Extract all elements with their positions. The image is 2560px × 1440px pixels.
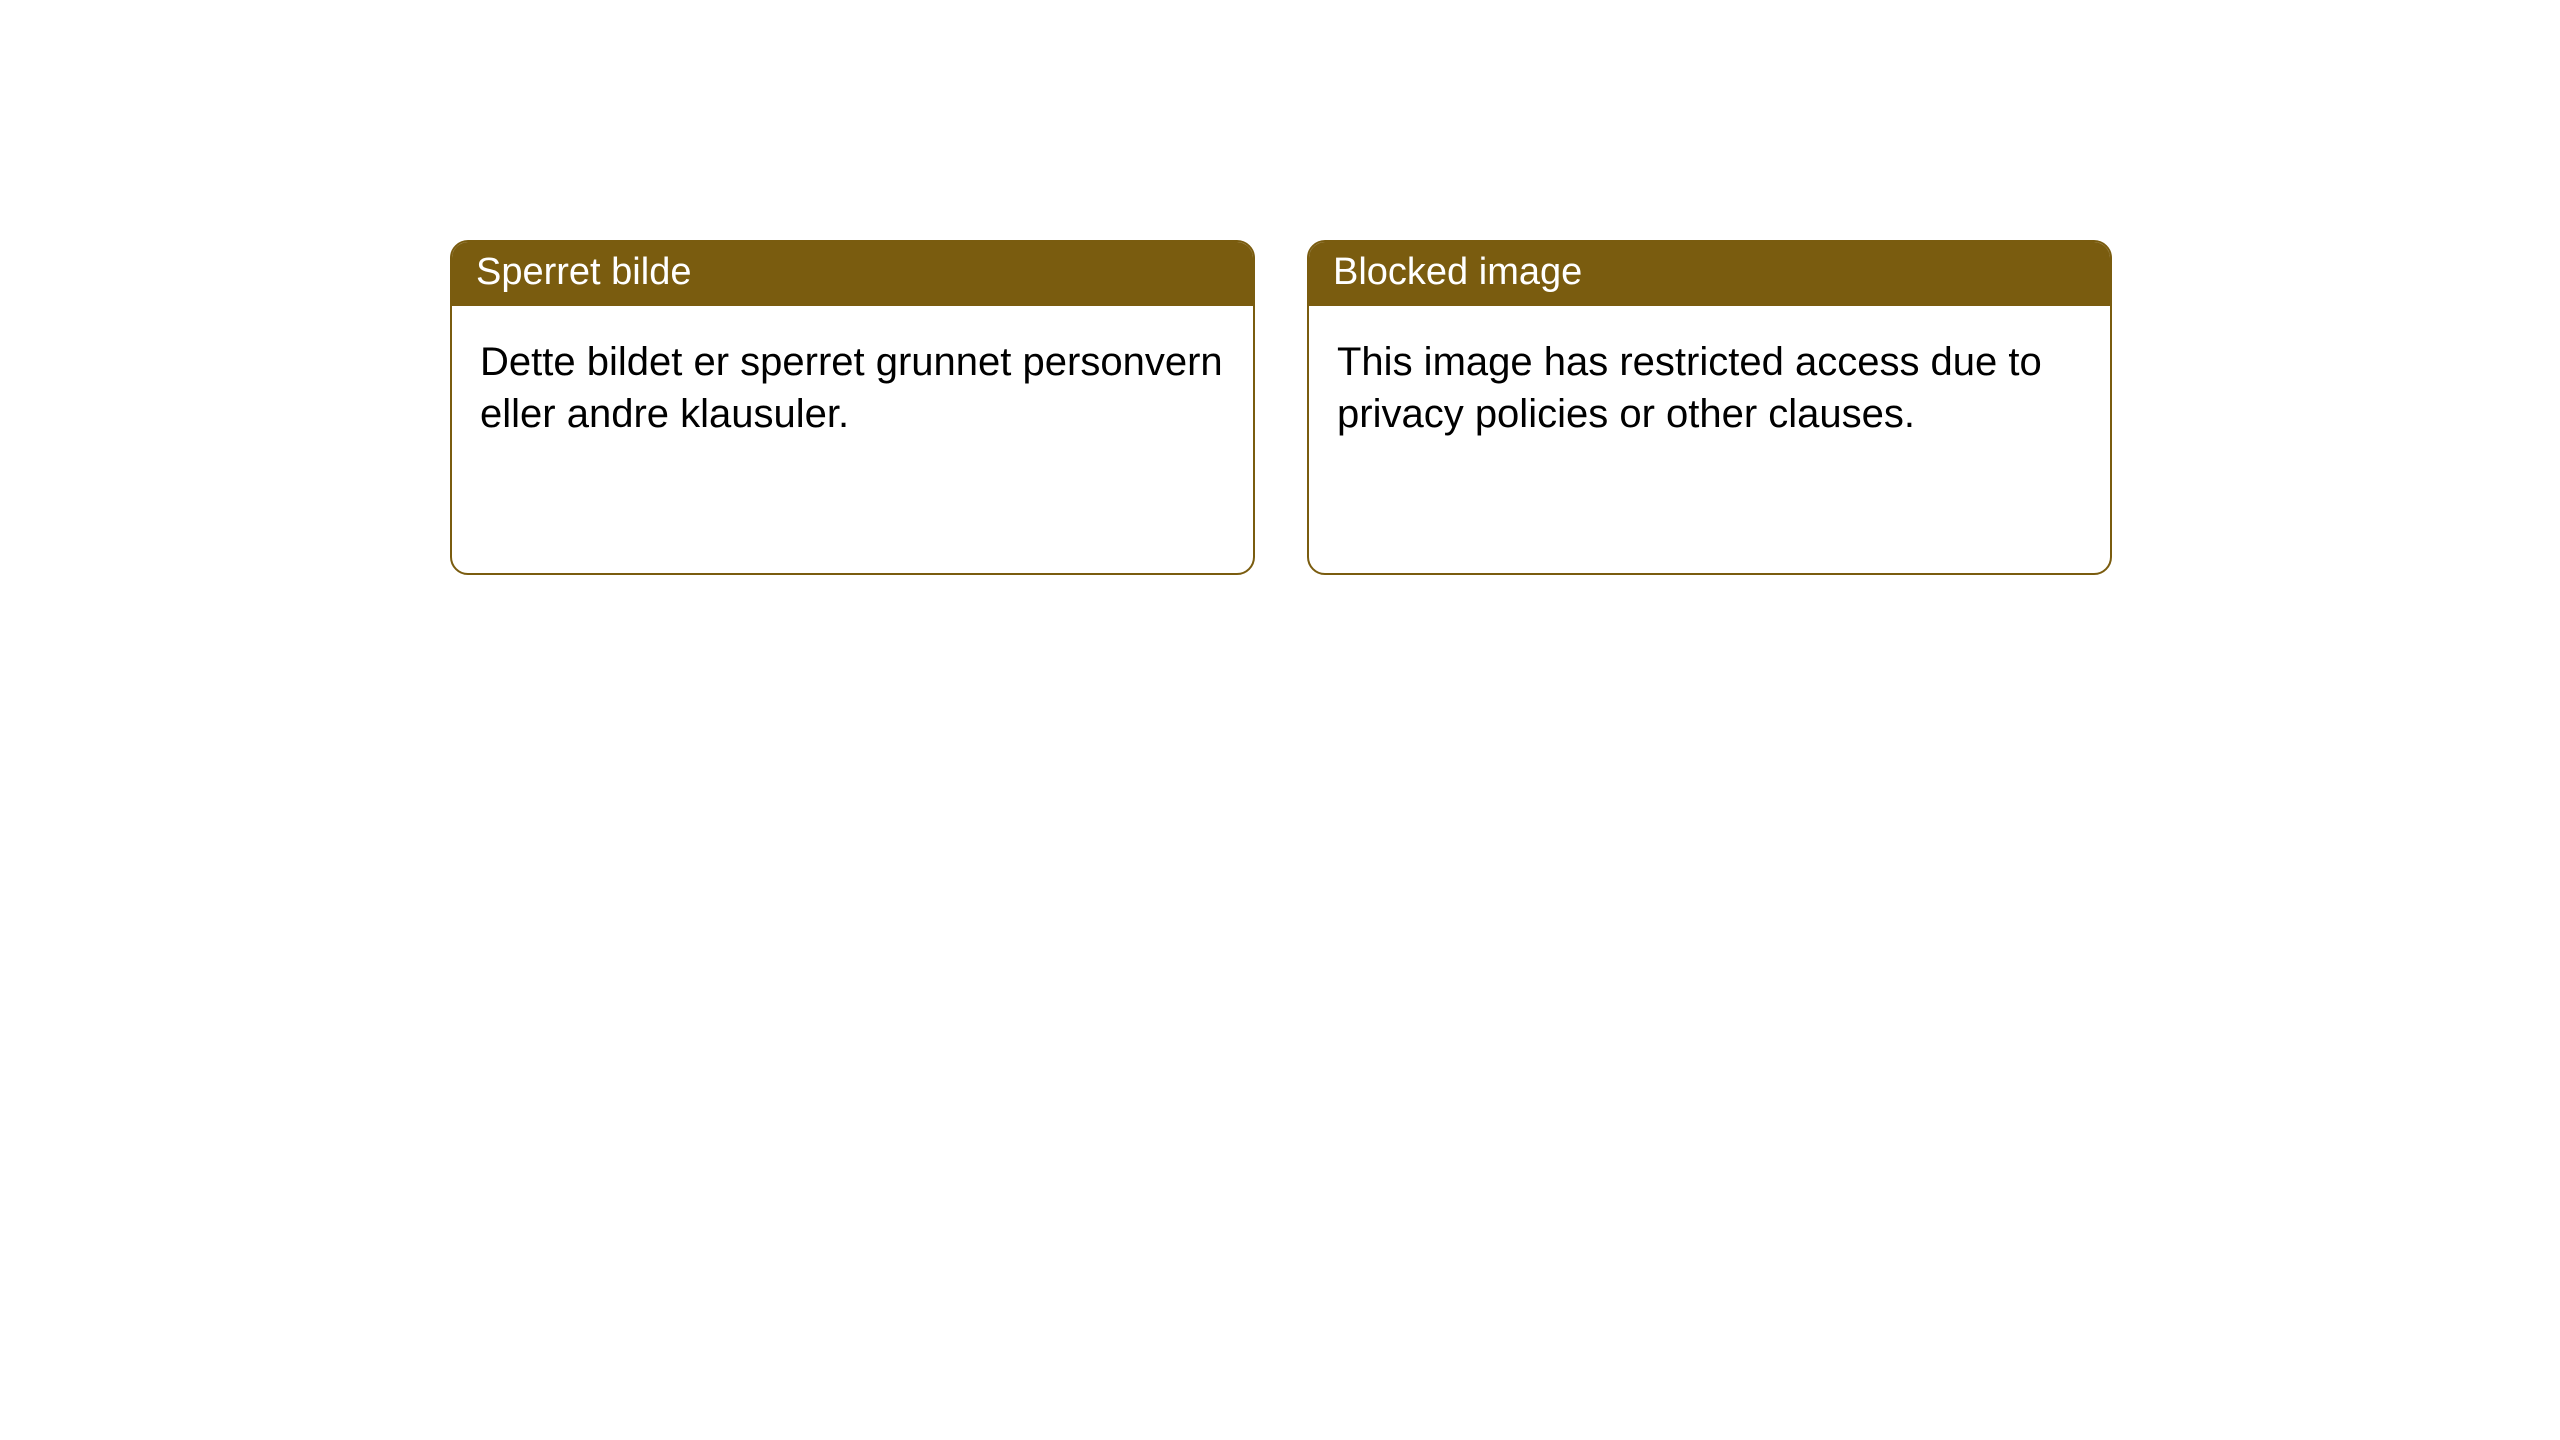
notice-container: Sperret bilde Dette bildet er sperret gr…	[0, 0, 2560, 575]
card-body-en: This image has restricted access due to …	[1309, 306, 2110, 470]
card-body-no: Dette bildet er sperret grunnet personve…	[452, 306, 1253, 470]
blocked-image-card-en: Blocked image This image has restricted …	[1307, 240, 2112, 575]
card-header-en: Blocked image	[1309, 242, 2110, 306]
card-title-en: Blocked image	[1333, 251, 1582, 293]
card-message-no: Dette bildet er sperret grunnet personve…	[480, 340, 1223, 436]
card-message-en: This image has restricted access due to …	[1337, 340, 2042, 436]
card-title-no: Sperret bilde	[476, 251, 691, 293]
blocked-image-card-no: Sperret bilde Dette bildet er sperret gr…	[450, 240, 1255, 575]
card-header-no: Sperret bilde	[452, 242, 1253, 306]
